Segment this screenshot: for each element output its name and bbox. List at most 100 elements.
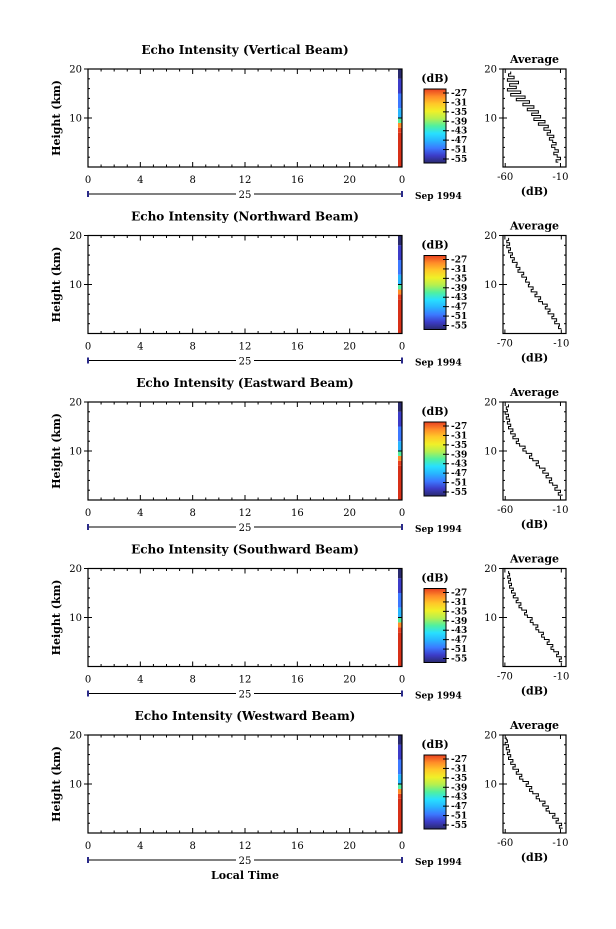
avg-title: Average xyxy=(509,719,559,732)
heatmap-cell xyxy=(398,759,402,775)
colorbar-tick-label: -51 xyxy=(451,812,467,822)
plot-frame xyxy=(87,734,403,834)
colorbar-tick-label: -31 xyxy=(451,764,467,774)
panel-title: Echo Intensity (Northward Beam) xyxy=(131,210,359,224)
heatmap-cell xyxy=(398,402,402,412)
y-axis-label: Height (km) xyxy=(50,247,63,323)
panel-title: Echo Intensity (Westward Beam) xyxy=(135,709,356,723)
date-day: 25 xyxy=(239,190,252,201)
colorbar-tick-label: -51 xyxy=(451,645,467,655)
x-tick-label: 16 xyxy=(291,675,304,686)
heatmap-cell xyxy=(398,284,402,290)
heatmap-cell xyxy=(398,460,402,466)
heatmap-cell xyxy=(398,735,402,745)
avg-y-tick-label: 20 xyxy=(484,231,497,242)
colorbar xyxy=(423,588,447,663)
x-tick-label: 0 xyxy=(85,175,91,186)
colorbar-tick-label: -31 xyxy=(451,265,467,275)
colorbar-tick-label: -55 xyxy=(451,155,467,165)
avg-x-tick-label: -60 xyxy=(497,505,513,516)
colorbar-tick-label: -39 xyxy=(451,117,467,127)
x-tick-label: 12 xyxy=(239,675,252,686)
x-tick-label: 20 xyxy=(343,675,356,686)
y-axis-label: Height (km) xyxy=(50,580,63,656)
avg-profile-line xyxy=(504,737,563,829)
colorbar-tick-label: -43 xyxy=(451,127,467,137)
avg-y-tick-label: 10 xyxy=(484,613,497,624)
x-tick-label: 20 xyxy=(343,841,356,852)
colorbar-tick-label: -27 xyxy=(451,589,467,599)
avg-y-tick-label: 20 xyxy=(484,65,497,76)
x-tick-label: 0 xyxy=(85,508,91,519)
heatmap-cell xyxy=(398,622,402,628)
heatmap-cell xyxy=(398,108,402,118)
colorbar-tick-label: -47 xyxy=(451,802,467,812)
plot-frame xyxy=(87,68,403,168)
heatmap-cell xyxy=(398,289,402,295)
colorbar-tick-label: -47 xyxy=(451,303,467,313)
date-day-bg xyxy=(236,855,254,865)
avg-profile-line xyxy=(504,404,563,496)
y-tick-label: 20 xyxy=(69,398,82,409)
panel-1: Echo Intensity (Northward Beam) 10 20 Heigh… xyxy=(50,210,569,369)
y-tick-label: 10 xyxy=(69,613,82,624)
avg-y-tick-label: 20 xyxy=(484,731,497,742)
heatmap-cell xyxy=(398,798,402,833)
heatmap-cell xyxy=(398,299,402,334)
x-tick-label: 0 xyxy=(85,841,91,852)
date-day-bg xyxy=(236,522,254,532)
heatmap-cell xyxy=(398,118,402,123)
avg-x-tick-label: -10 xyxy=(552,505,568,516)
colorbar-label: (dB) xyxy=(421,572,448,585)
avg-x-tick-label: -70 xyxy=(497,339,513,350)
x-tick-label: 16 xyxy=(291,175,304,186)
colorbar-tick-label: -35 xyxy=(451,441,467,451)
avg-x-label: (dB) xyxy=(521,851,548,864)
avg-x-tick-label: -60 xyxy=(497,172,513,183)
colorbar-label: (dB) xyxy=(421,72,448,85)
date-day: 25 xyxy=(239,856,252,867)
heatmap-cell xyxy=(398,607,402,618)
x-tick-label: 0 xyxy=(399,508,405,519)
colorbar-tick-label: -35 xyxy=(451,607,467,617)
heatmap-cell xyxy=(398,132,402,167)
heatmap-cell xyxy=(398,274,402,285)
colorbar-tick-label: -51 xyxy=(451,479,467,489)
avg-y-tick-label: 10 xyxy=(484,447,497,458)
x-tick-label: 0 xyxy=(399,342,405,353)
colorbar-tick-label: -43 xyxy=(451,460,467,470)
x-tick-label: 0 xyxy=(399,175,405,186)
colorbar-tick-label: -27 xyxy=(451,256,467,266)
colorbar-tick-label: -47 xyxy=(451,469,467,479)
avg-title: Average xyxy=(509,386,559,399)
heatmap-cell xyxy=(398,793,402,799)
x-tick-label: 16 xyxy=(291,508,304,519)
heatmap-cell xyxy=(398,465,402,500)
x-tick-label: 4 xyxy=(137,841,143,852)
plot-frame xyxy=(87,567,403,668)
heatmap-cell xyxy=(398,122,402,128)
colorbar-tick-label: -27 xyxy=(451,422,467,432)
x-tick-label: 8 xyxy=(189,841,195,852)
plot-frame xyxy=(87,234,403,335)
colorbar-tick-label: -39 xyxy=(451,450,467,460)
heatmap-cell xyxy=(398,632,402,667)
heatmap-cell xyxy=(398,441,402,451)
date-day-bg xyxy=(236,189,254,199)
avg-profile-line xyxy=(506,237,562,330)
y-tick-label: 10 xyxy=(69,447,82,458)
panel-title: Echo Intensity (Vertical Beam) xyxy=(141,43,348,57)
date-day: 25 xyxy=(239,690,252,701)
colorbar-tick-label: -51 xyxy=(451,146,467,156)
y-tick-label: 10 xyxy=(69,280,82,291)
heatmap-cell xyxy=(398,245,402,260)
x-tick-label: 20 xyxy=(343,175,356,186)
date-day-bg xyxy=(236,688,254,699)
heatmap-cell xyxy=(398,627,402,633)
heatmap-cell xyxy=(398,235,402,246)
date-month-year: Sep 1994 xyxy=(415,858,462,868)
x-tick-label: 8 xyxy=(189,675,195,686)
x-tick-label: 0 xyxy=(399,675,405,686)
x-tick-label: 0 xyxy=(85,342,91,353)
